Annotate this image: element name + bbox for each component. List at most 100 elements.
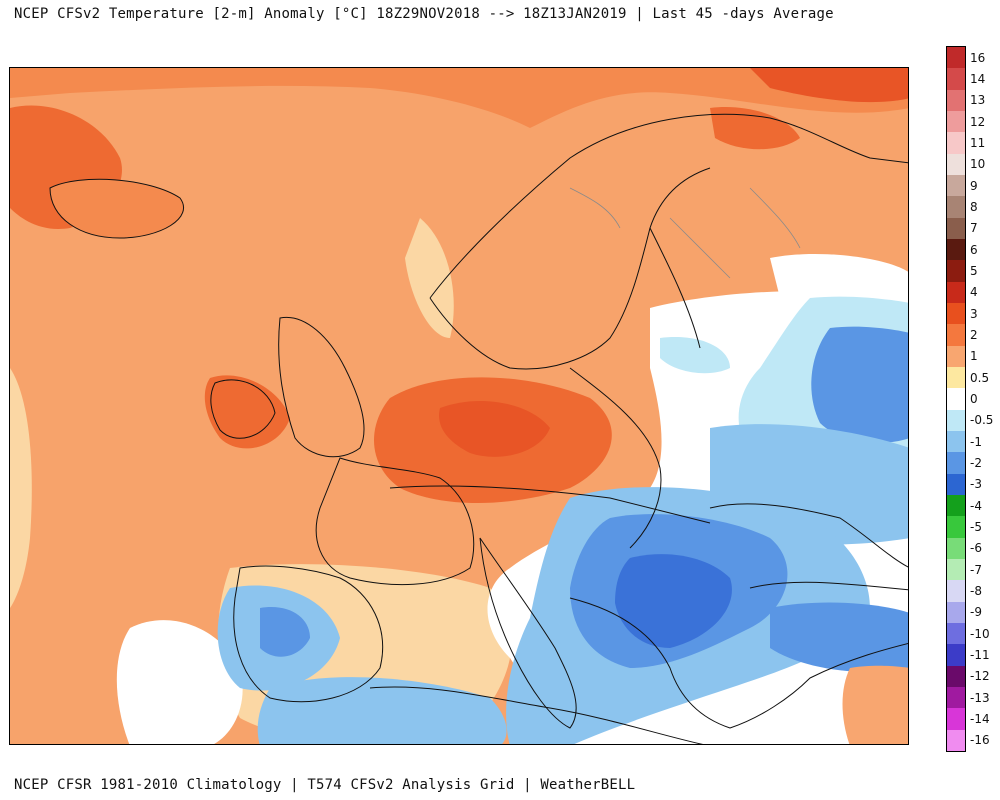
colorbar-label: 7 bbox=[970, 221, 978, 236]
warm-patch-ireland bbox=[204, 375, 290, 449]
colorbar-label: -7 bbox=[970, 562, 982, 577]
colorbar-label: 4 bbox=[970, 285, 978, 300]
colorbar-label: -13 bbox=[970, 690, 990, 705]
pale-norway-coast bbox=[405, 218, 454, 338]
colorbar-swatch bbox=[947, 409, 965, 432]
colorbar-swatch bbox=[947, 388, 965, 411]
pale-atlantic-west bbox=[10, 368, 32, 608]
colorbar-label: 14 bbox=[970, 72, 986, 86]
coastline-scandinavia bbox=[429, 113, 908, 299]
colorbar-swatch bbox=[947, 175, 965, 197]
lake-sweden bbox=[569, 187, 621, 229]
colorbar-swatch bbox=[947, 132, 965, 155]
colorbar-swatch bbox=[947, 89, 965, 112]
colorbar-label: 6 bbox=[970, 242, 978, 257]
cool-patch-north-africa bbox=[257, 677, 507, 744]
coastline-iceland bbox=[49, 178, 184, 239]
coastline-britain bbox=[278, 316, 365, 458]
cool-core-russia bbox=[811, 326, 908, 443]
colorbar-swatch bbox=[947, 217, 965, 240]
colorbar-swatch bbox=[947, 196, 965, 219]
coastline-black-sea-north bbox=[709, 503, 908, 568]
colorbar-swatch bbox=[947, 729, 965, 752]
colorbar-label: 12 bbox=[970, 114, 986, 129]
colorbar-swatch bbox=[947, 68, 965, 91]
coastline-ireland bbox=[210, 379, 276, 439]
border-central-europe bbox=[389, 485, 711, 524]
colorbar-swatch bbox=[947, 495, 965, 517]
colorbar-swatch bbox=[947, 47, 965, 69]
warm-patch-middle-east bbox=[842, 665, 908, 744]
coastline-baltic bbox=[429, 167, 711, 370]
colorbar-swatch bbox=[947, 601, 965, 624]
lake-finland bbox=[669, 217, 731, 279]
colorbar-label: -1 bbox=[970, 434, 982, 449]
colorbar-swatch bbox=[947, 559, 965, 581]
cool-balkans-core bbox=[615, 554, 732, 648]
map-footer-credit: NCEP CFSR 1981-2010 Climatology | T574 C… bbox=[14, 777, 636, 793]
colorbar-label: 1 bbox=[970, 349, 978, 364]
colorbar-swatch bbox=[947, 431, 965, 453]
coastline-iberia bbox=[233, 565, 384, 703]
lake-karelia bbox=[749, 187, 801, 249]
colorbar-label: -14 bbox=[970, 712, 990, 726]
colorbar-label: 10 bbox=[970, 157, 986, 172]
colorbar-swatch bbox=[947, 687, 965, 709]
warm-patch-iceland bbox=[50, 179, 184, 238]
colorbar-swatch bbox=[947, 665, 965, 688]
colorbar-swatch bbox=[947, 303, 965, 325]
colorbar-label: 8 bbox=[970, 200, 978, 214]
colorbar-swatch bbox=[947, 644, 965, 667]
colorbar-label: 5 bbox=[970, 264, 978, 278]
colorbar-swatch bbox=[947, 623, 965, 645]
coastline-italy bbox=[479, 537, 577, 729]
colorbar-swatch bbox=[947, 153, 965, 176]
coastline-black-sea-south bbox=[749, 581, 908, 591]
warm-patch-arctic bbox=[750, 68, 908, 103]
coastlines bbox=[49, 113, 908, 744]
colorbar-swatch bbox=[947, 537, 965, 560]
coastline-balkans bbox=[569, 597, 908, 729]
colorbar-swatch bbox=[947, 516, 965, 539]
neutral-atlantic-sw bbox=[116, 620, 243, 744]
colorbar-label: -11 bbox=[970, 648, 990, 662]
border-poland bbox=[569, 367, 662, 549]
colorbar-label: -2 bbox=[970, 456, 982, 470]
colorbar-swatch bbox=[947, 580, 965, 603]
colorbar-label: -5 bbox=[970, 520, 982, 534]
colorbar-swatch bbox=[947, 708, 965, 731]
colorbar-label: 11 bbox=[970, 136, 986, 150]
anomaly-field bbox=[10, 68, 908, 744]
coastline-north-africa bbox=[369, 686, 704, 744]
colorbar-label: -16 bbox=[970, 733, 990, 748]
cool-core-iberia bbox=[260, 607, 310, 657]
cool-patch-turkey bbox=[770, 602, 908, 672]
colorbar-label: -9 bbox=[970, 605, 982, 620]
colorbar-label: -0.5 bbox=[970, 413, 994, 428]
colorbar-swatch bbox=[947, 239, 965, 261]
warm-patch-kola bbox=[710, 107, 800, 150]
colorbar-swatch bbox=[947, 452, 965, 475]
colorbar-swatch bbox=[947, 111, 965, 133]
colorbar-swatch bbox=[947, 260, 965, 283]
colorbar-label: 9 bbox=[970, 178, 978, 193]
colorbar-label: 0 bbox=[970, 392, 978, 406]
colorbar-label: -10 bbox=[970, 626, 990, 641]
cool-patch-baltic bbox=[660, 337, 730, 374]
colorbar-label: 16 bbox=[970, 50, 986, 65]
coastline-france bbox=[315, 457, 475, 586]
anomaly-map[interactable] bbox=[9, 67, 909, 745]
colorbar-label: -12 bbox=[970, 669, 990, 684]
border-finland-russia bbox=[649, 227, 701, 349]
lakes bbox=[569, 187, 801, 279]
colorbar-swatch bbox=[947, 345, 965, 368]
warm-core-germany bbox=[439, 400, 550, 457]
colorbar-label: -3 bbox=[970, 477, 982, 492]
colorbar-label: -8 bbox=[970, 584, 982, 598]
warm-band-north bbox=[10, 68, 908, 128]
colorbar-label: -4 bbox=[970, 498, 982, 513]
colorbar-swatch bbox=[947, 473, 965, 496]
colorbar-label: 2 bbox=[970, 328, 978, 342]
colorbar-swatch bbox=[947, 281, 965, 304]
map-title: NCEP CFSv2 Temperature [2-m] Anomaly [°C… bbox=[14, 6, 834, 22]
